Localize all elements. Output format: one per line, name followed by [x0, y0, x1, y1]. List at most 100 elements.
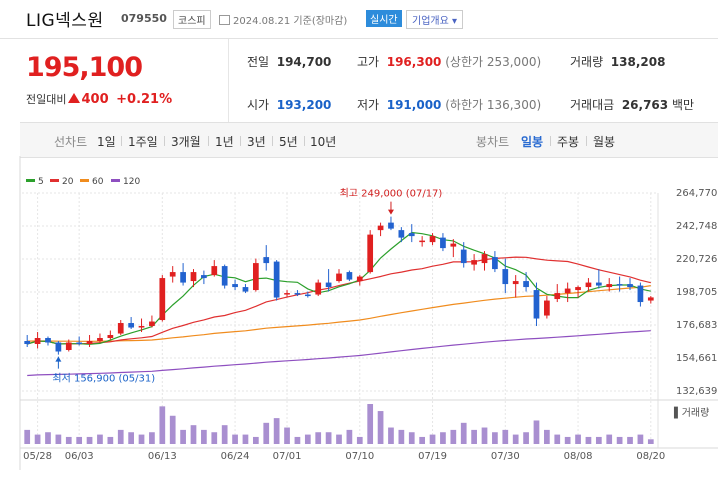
stock-code: 079550: [121, 12, 167, 25]
legend-ma60: 60: [80, 177, 103, 187]
volume-bar: [252, 436, 259, 444]
candle-body: [377, 225, 384, 231]
volume-bar: [616, 436, 623, 444]
period-divider: [240, 136, 241, 146]
legend-swatch: [111, 179, 120, 182]
period-3m[interactable]: 3개월: [171, 135, 201, 149]
volume-bar: [201, 429, 207, 444]
candle-body: [242, 287, 249, 292]
volume-bar: [544, 429, 550, 444]
candle-body: [367, 234, 374, 273]
volume-bar: [481, 427, 488, 444]
period-divider: [550, 136, 551, 146]
candle-body: [471, 260, 477, 265]
price-change: 전일대비 400 +0.21%: [26, 91, 172, 107]
candle-monthly[interactable]: 월봉: [593, 135, 616, 149]
candle-body: [575, 287, 581, 291]
x-tick-label: 06/03: [65, 451, 94, 462]
period-10y[interactable]: 10년: [310, 135, 337, 149]
candle-body: [97, 338, 103, 342]
legend-ma20: 20: [50, 177, 73, 187]
low-cell: 저가 191,000 (하한가 136,300): [357, 96, 541, 113]
volume-bar: [284, 427, 290, 444]
change-amount: 400: [81, 92, 109, 107]
x-tick-label: 07/01: [273, 451, 302, 462]
period-1w[interactable]: 1주일: [128, 135, 158, 149]
stock-name: LIG넥스원: [26, 11, 104, 31]
high-label: 고가: [357, 55, 380, 69]
x-tick-label: 06/13: [148, 451, 177, 462]
x-tick-label: 05/28: [23, 451, 52, 462]
period-3y[interactable]: 3년: [247, 135, 266, 149]
high-annotation: 최고 249,000 (07/17): [340, 188, 443, 200]
period-1y[interactable]: 1년: [215, 135, 234, 149]
candle-body: [512, 281, 519, 285]
candle-body: [34, 338, 41, 345]
legend-label: 20: [62, 177, 74, 187]
volume-bar: [356, 436, 363, 444]
candle-body: [564, 288, 571, 294]
candle-body: [554, 293, 561, 300]
market-badge: 코스피: [173, 10, 211, 29]
volume-bar: [263, 422, 270, 444]
period-1d[interactable]: 1일: [97, 135, 116, 149]
candle-weekly[interactable]: 주봉: [557, 135, 580, 149]
volume-bar: [169, 415, 176, 444]
volume-bar: [117, 429, 124, 444]
candle-body: [45, 338, 51, 343]
volume-bar: [24, 429, 31, 444]
period-divider: [586, 136, 587, 146]
high-arrow-head: [387, 209, 394, 215]
candle-body: [76, 342, 83, 345]
volume-label: 거래량: [570, 55, 604, 69]
volume-bar: [606, 434, 613, 444]
legend-label: 5: [38, 177, 44, 187]
candle-body: [502, 269, 509, 285]
candle-body: [544, 300, 550, 316]
volume-bar: [76, 436, 83, 444]
candle-body: [294, 293, 301, 295]
candle-body: [221, 266, 228, 286]
company-info-dropdown[interactable]: 기업개요 ▾: [406, 10, 463, 29]
candle-body: [24, 341, 31, 345]
candle-body: [595, 282, 602, 286]
candle-body: [263, 257, 270, 264]
volume-bar: [440, 432, 446, 444]
ma5-line: [27, 231, 651, 345]
volume-bar: [346, 429, 353, 444]
prev-close-label: 전일: [247, 55, 270, 69]
candle-chart-label: 봉차트: [476, 135, 510, 149]
quote-divider: [228, 39, 229, 122]
volume-bar: [564, 436, 571, 444]
candle-body: [55, 342, 62, 352]
volume-bar: [65, 436, 72, 444]
candle-daily[interactable]: 일봉: [521, 135, 544, 149]
ma120-line: [27, 330, 651, 377]
up-triangle-icon: [68, 93, 81, 103]
x-tick-label: 07/30: [491, 451, 520, 462]
prev-close-cell: 전일 194,700: [247, 53, 331, 70]
period-divider: [208, 136, 209, 146]
candle-body: [429, 236, 436, 243]
realtime-button[interactable]: 실시간: [366, 10, 402, 27]
period-5y[interactable]: 5년: [279, 135, 298, 149]
candle-body: [356, 276, 363, 282]
candle-body: [284, 293, 290, 295]
legend-ma5: 5: [26, 177, 44, 187]
quote-date-text: 2024.08.21 기준(장마감): [233, 16, 348, 27]
volume-bar: [523, 432, 529, 444]
volume-bar: [429, 434, 436, 444]
candle-body: [388, 222, 394, 229]
candle-body: [346, 272, 353, 280]
volume-bar: [533, 420, 540, 444]
volume-bar: [627, 436, 633, 444]
volume-label: ▌거래량: [673, 406, 709, 419]
y-tick-label: 220,726: [676, 254, 717, 265]
line-chart-label: 선차트: [54, 135, 88, 149]
volume-cell: 거래량 138,208: [570, 53, 665, 70]
candle-body: [481, 254, 488, 264]
y-tick-label: 198,705: [676, 287, 717, 298]
candle-body: [450, 243, 457, 247]
volume-bar: [647, 439, 654, 444]
